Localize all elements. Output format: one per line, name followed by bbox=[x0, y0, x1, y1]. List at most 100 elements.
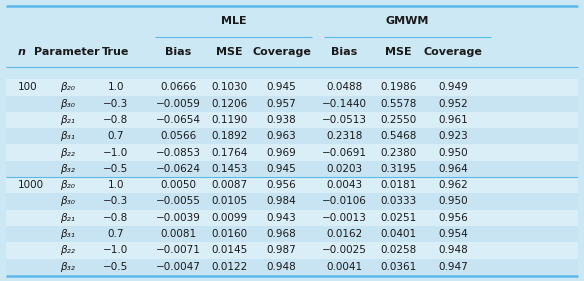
Text: 0.2550: 0.2550 bbox=[380, 115, 416, 125]
Text: 0.0333: 0.0333 bbox=[380, 196, 416, 207]
Text: 0.0566: 0.0566 bbox=[160, 131, 196, 141]
Bar bbox=[6, 144, 578, 161]
Text: 0.0122: 0.0122 bbox=[211, 262, 248, 272]
Text: 0.957: 0.957 bbox=[267, 99, 296, 109]
Text: 0.1986: 0.1986 bbox=[380, 82, 416, 92]
Text: 0.0050: 0.0050 bbox=[160, 180, 196, 190]
Text: 0.5578: 0.5578 bbox=[380, 99, 416, 109]
Text: 0.943: 0.943 bbox=[267, 213, 296, 223]
Text: −0.0047: −0.0047 bbox=[156, 262, 200, 272]
Text: −0.0059: −0.0059 bbox=[156, 99, 200, 109]
Text: MLE: MLE bbox=[221, 16, 246, 26]
Text: True: True bbox=[102, 47, 129, 57]
Text: 0.0258: 0.0258 bbox=[380, 245, 416, 255]
Text: 0.0087: 0.0087 bbox=[211, 180, 248, 190]
Text: 0.923: 0.923 bbox=[439, 131, 468, 141]
Text: Bias: Bias bbox=[165, 47, 191, 57]
Text: 0.1206: 0.1206 bbox=[211, 99, 248, 109]
Text: 0.0105: 0.0105 bbox=[211, 196, 248, 207]
Text: 0.2380: 0.2380 bbox=[380, 148, 416, 158]
Text: 0.948: 0.948 bbox=[267, 262, 296, 272]
Text: β₃₁: β₃₁ bbox=[60, 131, 75, 141]
Text: β₃₂: β₃₂ bbox=[60, 262, 75, 272]
Text: MSE: MSE bbox=[385, 47, 412, 57]
Bar bbox=[6, 128, 578, 144]
Text: GMWM: GMWM bbox=[385, 16, 429, 26]
Text: 0.969: 0.969 bbox=[267, 148, 296, 158]
Text: −0.0055: −0.0055 bbox=[156, 196, 200, 207]
Text: −0.0013: −0.0013 bbox=[322, 213, 367, 223]
Bar bbox=[6, 242, 578, 259]
Text: 0.0145: 0.0145 bbox=[211, 245, 248, 255]
Text: 0.0160: 0.0160 bbox=[211, 229, 248, 239]
Text: β₂₀: β₂₀ bbox=[60, 180, 75, 190]
Text: Parameter: Parameter bbox=[34, 47, 100, 57]
Text: −0.0624: −0.0624 bbox=[155, 164, 201, 174]
Text: 0.3195: 0.3195 bbox=[380, 164, 416, 174]
Text: 0.7: 0.7 bbox=[107, 229, 124, 239]
Text: 0.950: 0.950 bbox=[439, 196, 468, 207]
Text: Coverage: Coverage bbox=[424, 47, 482, 57]
Text: 0.0043: 0.0043 bbox=[326, 180, 363, 190]
Text: −0.0071: −0.0071 bbox=[156, 245, 200, 255]
Text: 0.0488: 0.0488 bbox=[326, 82, 363, 92]
Text: 0.0162: 0.0162 bbox=[326, 229, 363, 239]
Bar bbox=[6, 79, 578, 96]
Bar bbox=[6, 161, 578, 177]
Text: −1.0: −1.0 bbox=[103, 148, 128, 158]
Text: 0.0181: 0.0181 bbox=[380, 180, 416, 190]
Text: −0.5: −0.5 bbox=[103, 262, 128, 272]
Bar bbox=[6, 226, 578, 242]
Text: 0.2318: 0.2318 bbox=[326, 131, 363, 141]
Text: −0.8: −0.8 bbox=[103, 213, 128, 223]
Text: MSE: MSE bbox=[216, 47, 243, 57]
Text: −0.0654: −0.0654 bbox=[155, 115, 201, 125]
Text: −0.5: −0.5 bbox=[103, 164, 128, 174]
Text: 0.1453: 0.1453 bbox=[211, 164, 248, 174]
Text: 0.952: 0.952 bbox=[439, 99, 468, 109]
Text: 0.961: 0.961 bbox=[439, 115, 468, 125]
Text: −0.0513: −0.0513 bbox=[322, 115, 367, 125]
Text: 0.5468: 0.5468 bbox=[380, 131, 416, 141]
Text: 0.968: 0.968 bbox=[267, 229, 296, 239]
Text: −1.0: −1.0 bbox=[103, 245, 128, 255]
Text: 0.7: 0.7 bbox=[107, 131, 124, 141]
Text: 0.0401: 0.0401 bbox=[380, 229, 416, 239]
Text: −0.8: −0.8 bbox=[103, 115, 128, 125]
Text: Coverage: Coverage bbox=[252, 47, 311, 57]
Text: β₂₂: β₂₂ bbox=[60, 245, 75, 255]
Text: 0.950: 0.950 bbox=[439, 148, 468, 158]
Text: −0.0025: −0.0025 bbox=[322, 245, 367, 255]
Text: 0.0081: 0.0081 bbox=[160, 229, 196, 239]
Text: 0.945: 0.945 bbox=[267, 82, 296, 92]
Text: 0.1892: 0.1892 bbox=[211, 131, 248, 141]
Text: 0.956: 0.956 bbox=[439, 213, 468, 223]
Text: 0.987: 0.987 bbox=[267, 245, 296, 255]
Text: −0.0106: −0.0106 bbox=[322, 196, 367, 207]
Text: n: n bbox=[18, 47, 25, 57]
Bar bbox=[6, 210, 578, 226]
Text: −0.3: −0.3 bbox=[103, 196, 128, 207]
Text: 0.0251: 0.0251 bbox=[380, 213, 416, 223]
Text: β₃₁: β₃₁ bbox=[60, 229, 75, 239]
Bar bbox=[6, 259, 578, 275]
Text: −0.3: −0.3 bbox=[103, 99, 128, 109]
Text: 0.945: 0.945 bbox=[267, 164, 296, 174]
Text: 0.0666: 0.0666 bbox=[160, 82, 196, 92]
Text: β₂₀: β₂₀ bbox=[60, 82, 75, 92]
Text: 0.956: 0.956 bbox=[267, 180, 296, 190]
Text: β₂₁: β₂₁ bbox=[60, 115, 75, 125]
Text: β₃₀: β₃₀ bbox=[60, 196, 75, 207]
Text: 0.948: 0.948 bbox=[439, 245, 468, 255]
Text: 0.963: 0.963 bbox=[267, 131, 296, 141]
Text: Bias: Bias bbox=[332, 47, 357, 57]
Text: 0.984: 0.984 bbox=[267, 196, 296, 207]
Text: 0.938: 0.938 bbox=[267, 115, 296, 125]
Text: 1.0: 1.0 bbox=[107, 180, 124, 190]
Bar bbox=[6, 193, 578, 210]
Text: 0.962: 0.962 bbox=[439, 180, 468, 190]
Text: β₃₂: β₃₂ bbox=[60, 164, 75, 174]
Text: 0.947: 0.947 bbox=[439, 262, 468, 272]
Text: 0.1190: 0.1190 bbox=[211, 115, 248, 125]
Text: 0.0203: 0.0203 bbox=[326, 164, 363, 174]
